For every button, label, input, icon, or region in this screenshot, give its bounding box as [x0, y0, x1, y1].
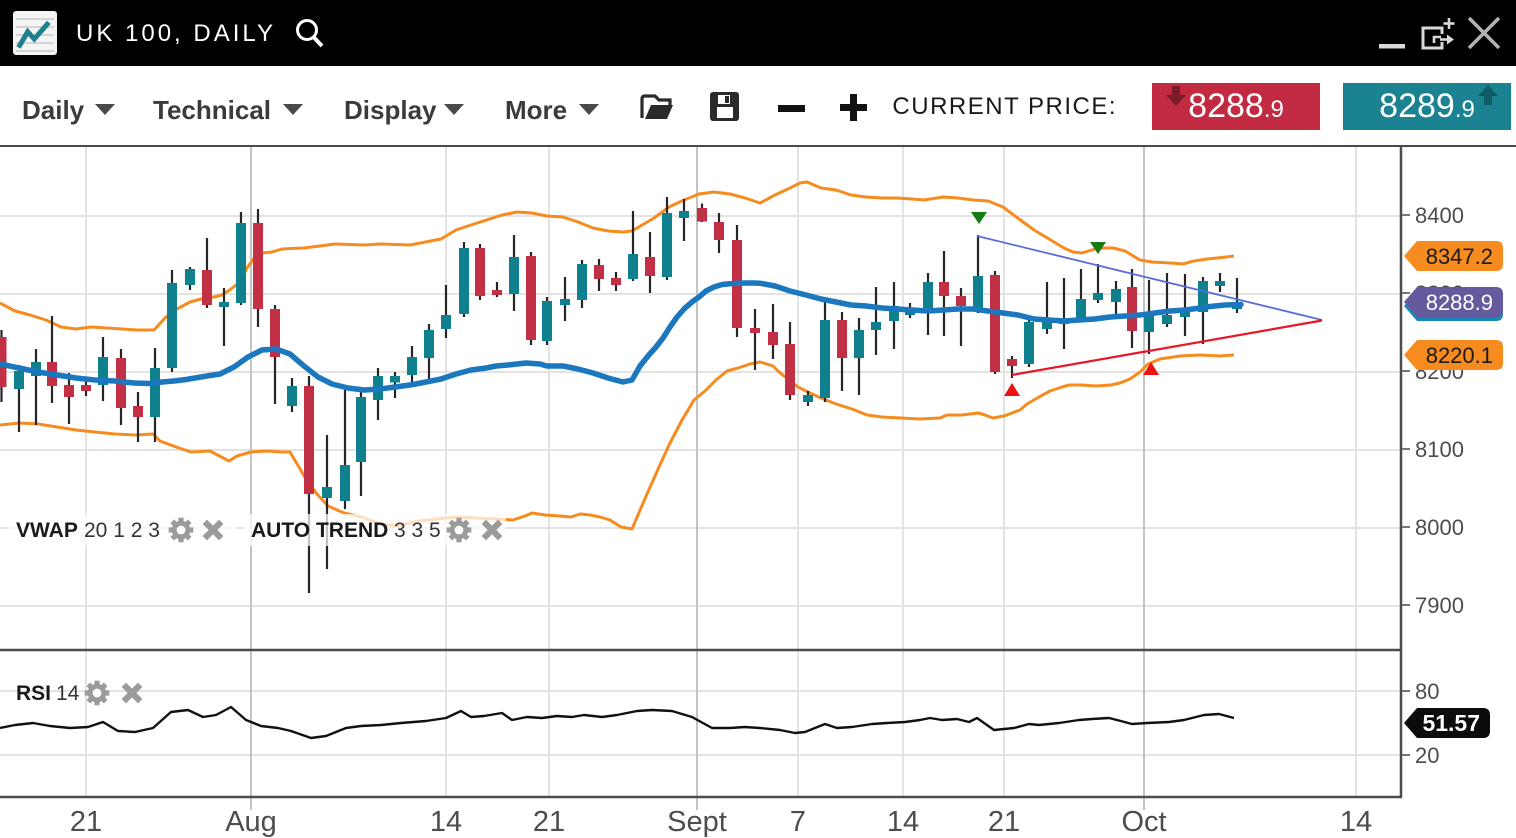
svg-text:14: 14 [1340, 806, 1372, 838]
svg-text:80: 80 [1415, 679, 1439, 704]
svg-text:21: 21 [70, 806, 102, 838]
svg-text:8220.1: 8220.1 [1426, 343, 1493, 368]
svg-text:8000: 8000 [1415, 515, 1464, 540]
svg-text:14: 14 [887, 806, 919, 838]
svg-text:14: 14 [56, 682, 80, 705]
svg-text:7: 7 [790, 806, 806, 838]
svg-text:AUTO TREND: AUTO TREND [251, 519, 388, 542]
svg-text:21: 21 [533, 806, 565, 838]
svg-text:7900: 7900 [1415, 593, 1464, 618]
svg-text:Sept: Sept [667, 806, 727, 838]
svg-text:20: 20 [1415, 743, 1439, 768]
svg-text:3 3 5: 3 3 5 [394, 519, 441, 542]
svg-text:21: 21 [988, 806, 1020, 838]
svg-text:VWAP: VWAP [16, 519, 78, 542]
svg-text:8400: 8400 [1415, 203, 1464, 228]
svg-text:Oct: Oct [1121, 806, 1166, 838]
svg-text:20 1 2 3: 20 1 2 3 [84, 519, 160, 542]
svg-text:8288.9: 8288.9 [1426, 290, 1493, 315]
svg-text:8100: 8100 [1415, 437, 1464, 462]
svg-text:8347.2: 8347.2 [1426, 244, 1493, 269]
svg-text:14: 14 [430, 806, 462, 838]
svg-text:RSI: RSI [16, 682, 51, 705]
svg-text:Aug: Aug [225, 806, 277, 838]
svg-text:51.57: 51.57 [1422, 710, 1480, 736]
